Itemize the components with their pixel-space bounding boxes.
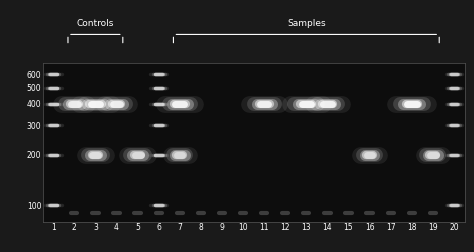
Text: Samples: Samples	[287, 19, 326, 28]
Text: Controls: Controls	[77, 19, 114, 28]
